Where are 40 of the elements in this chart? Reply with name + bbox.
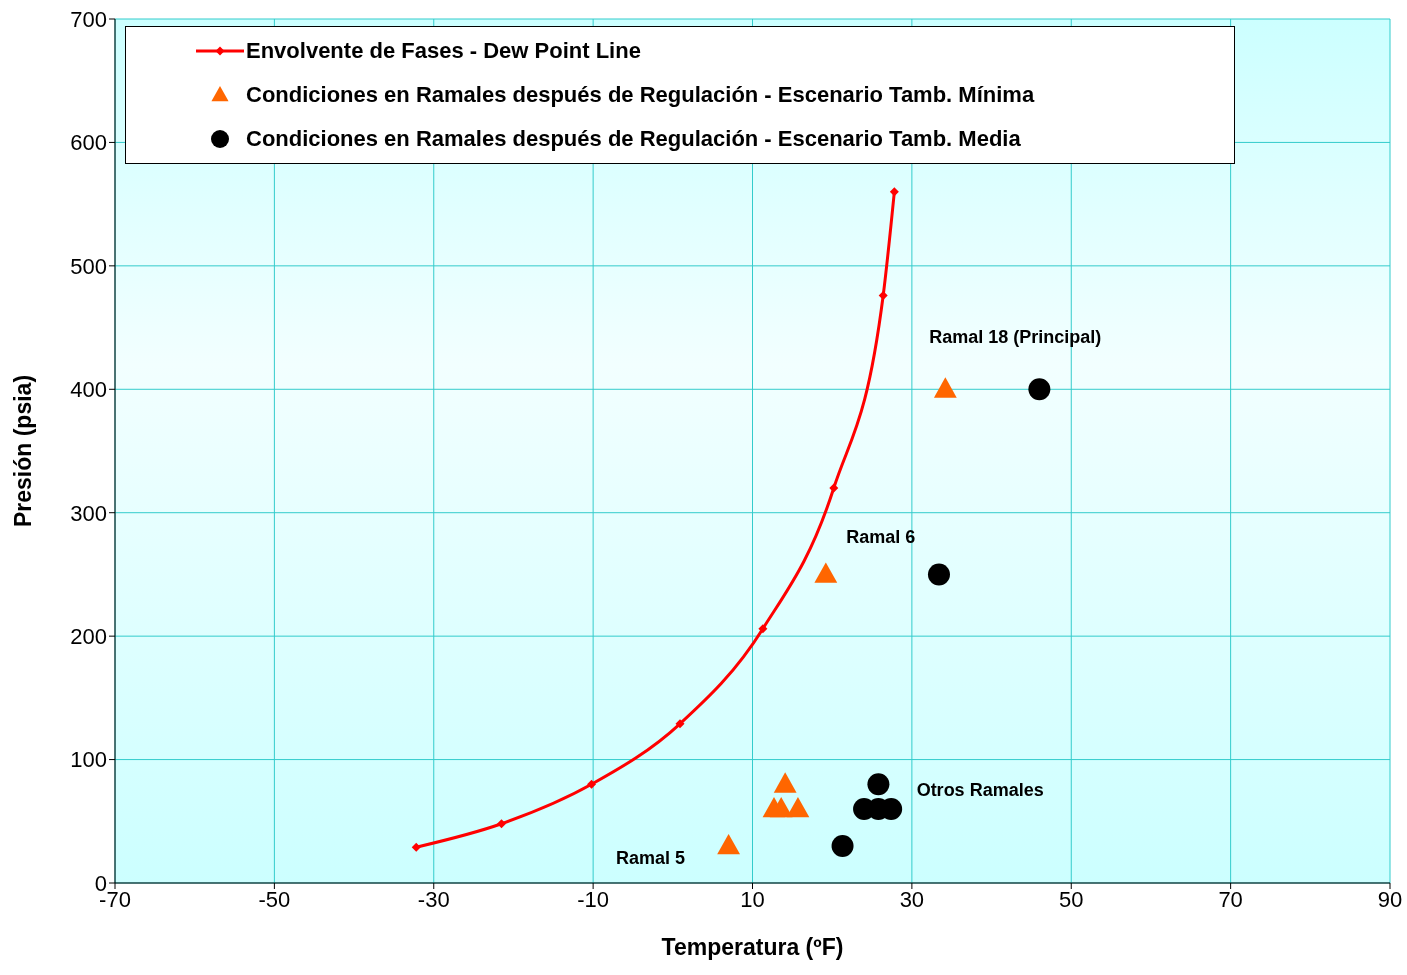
point: [587, 779, 597, 789]
legend-label: Condiciones en Ramales después de Regulación - Escenario Tamb. Mínima: [246, 82, 1035, 108]
x-tick-label: 70: [1218, 886, 1243, 912]
point: [889, 187, 899, 197]
point: [758, 624, 768, 634]
point: [675, 719, 685, 729]
x-tick-label: -30: [417, 886, 450, 912]
point: [933, 377, 957, 398]
x-tick-label: -50: [258, 886, 291, 912]
legend-label: Envolvente de Fases - Dew Point Line: [246, 38, 641, 64]
y-tick-label: 400: [70, 377, 107, 403]
y-axis-title: Presión (psia): [10, 374, 37, 528]
point: [829, 483, 839, 493]
y-tick-label: 200: [70, 623, 107, 649]
y-tick-label: 700: [70, 6, 107, 32]
x-tick-label: 90: [1377, 886, 1403, 912]
point: [411, 842, 421, 852]
y-tick-label: 500: [70, 253, 107, 279]
point: [831, 834, 854, 857]
annotation: Ramal 5: [616, 847, 686, 868]
point: [773, 772, 797, 793]
point: [878, 290, 888, 300]
x-tick-label: 30: [899, 886, 925, 912]
point: [867, 773, 890, 796]
annotation: Ramal 6: [846, 527, 916, 548]
x-tick-label: -10: [577, 886, 610, 912]
point: [496, 819, 506, 829]
point: [814, 562, 838, 583]
x-axis-title: Temperatura (ºF): [661, 934, 844, 960]
y-tick-label: 600: [70, 130, 107, 156]
annotation: Otros Ramales: [916, 779, 1044, 800]
y-tick-label: 100: [70, 747, 107, 773]
point: [927, 563, 950, 586]
point: [1028, 378, 1051, 401]
x-tick-label: 50: [1059, 886, 1084, 912]
point: [717, 833, 740, 855]
point: [786, 796, 810, 818]
x-tick-label: 10: [740, 886, 765, 912]
legend-label: Condiciones en Ramales después de Regulación - Escenario Tamb. Media: [246, 126, 1021, 152]
y-tick-label: 300: [70, 500, 107, 526]
